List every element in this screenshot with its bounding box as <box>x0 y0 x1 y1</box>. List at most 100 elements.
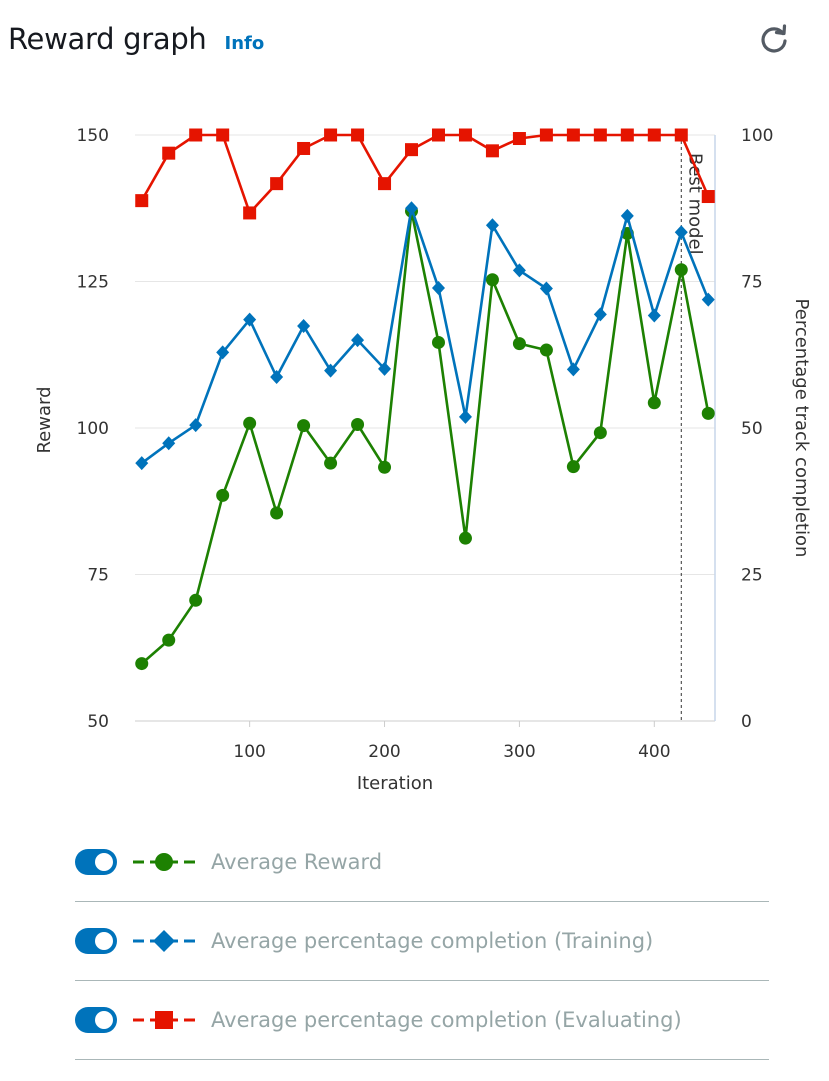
data-point <box>593 307 607 322</box>
toggle-knob <box>95 853 113 871</box>
data-point <box>512 263 526 278</box>
data-point <box>378 460 392 474</box>
y2-tick-label: 50 <box>741 419 763 439</box>
data-point <box>297 319 311 334</box>
y-tick-label: 50 <box>87 712 109 732</box>
data-point <box>431 280 445 295</box>
x-tick-label: 300 <box>503 742 535 762</box>
data-point <box>162 146 176 160</box>
data-point <box>324 456 338 470</box>
refresh-icon <box>761 24 787 53</box>
data-point <box>297 419 311 433</box>
data-point <box>135 456 149 471</box>
data-point <box>378 177 392 191</box>
data-point <box>485 218 499 233</box>
data-point <box>405 201 419 216</box>
series-line <box>140 209 710 665</box>
data-point <box>135 657 149 671</box>
data-point <box>539 343 553 357</box>
data-point <box>485 144 499 158</box>
y2-tick-label: 75 <box>741 273 763 293</box>
series-toggle[interactable] <box>75 928 117 954</box>
series-toggle[interactable] <box>75 1007 117 1033</box>
x-tick-label: 100 <box>233 742 265 762</box>
series-line <box>140 133 710 215</box>
legend-item: Average percentage completion (Training) <box>75 902 769 981</box>
legend-label: Average Reward <box>211 850 383 874</box>
data-point <box>162 633 176 647</box>
data-point <box>189 418 203 433</box>
data-point <box>458 409 472 424</box>
data-point <box>647 396 661 410</box>
legend-item: Average percentage completion (Evaluatin… <box>75 981 769 1060</box>
y-tick-label: 125 <box>77 273 109 293</box>
data-point <box>189 593 203 607</box>
data-point <box>270 370 284 385</box>
data-point <box>485 273 499 287</box>
data-point <box>539 128 553 142</box>
toggle-knob <box>95 932 113 950</box>
x-tick-label: 200 <box>368 742 400 762</box>
toggle-knob <box>95 1011 113 1029</box>
legend-label: Average percentage completion (Training) <box>211 929 654 953</box>
data-point <box>297 141 311 155</box>
data-point <box>243 206 257 220</box>
data-point <box>593 128 607 142</box>
data-point <box>512 337 526 351</box>
y2-tick-label: 25 <box>741 566 763 586</box>
panel-header: Reward graph Info <box>8 22 264 56</box>
series-line <box>140 207 710 465</box>
data-point <box>243 312 257 327</box>
x-tick-label: 400 <box>638 742 670 762</box>
square-marker-icon <box>133 1011 195 1029</box>
refresh-button[interactable] <box>756 22 792 58</box>
y2-tick-label: 0 <box>741 712 752 732</box>
data-point <box>405 143 419 157</box>
diamond-marker-icon <box>133 930 195 952</box>
data-point <box>351 417 365 431</box>
y2-tick-label: 100 <box>741 126 773 146</box>
data-point <box>216 345 230 360</box>
y2-axis-label: Percentage track completion <box>791 299 812 558</box>
y-tick-label: 150 <box>77 126 109 146</box>
data-point <box>189 128 203 142</box>
data-point <box>324 128 338 142</box>
data-point <box>135 194 149 208</box>
legend-label: Average percentage completion (Evaluatin… <box>211 1008 682 1032</box>
data-point <box>324 363 338 378</box>
data-point <box>351 333 365 348</box>
info-link[interactable]: Info <box>224 33 265 54</box>
data-point <box>458 128 472 142</box>
data-point <box>674 128 688 142</box>
data-point <box>620 208 634 223</box>
data-point <box>674 225 688 240</box>
data-point <box>162 436 176 451</box>
data-point <box>593 426 607 440</box>
data-point <box>458 531 472 545</box>
y-tick-label: 100 <box>77 419 109 439</box>
data-point <box>351 128 365 142</box>
data-point <box>243 416 257 430</box>
data-point <box>701 406 715 420</box>
series-toggle[interactable] <box>75 849 117 875</box>
data-point <box>647 308 661 323</box>
data-point <box>512 132 526 146</box>
data-point <box>620 128 634 142</box>
data-point <box>216 128 230 142</box>
data-point <box>566 362 580 377</box>
chart-legend: Average Reward Average percentage comple… <box>75 823 769 1060</box>
data-point <box>270 506 284 520</box>
data-point <box>539 281 553 296</box>
circle-marker-icon <box>133 853 195 871</box>
y-axis-label: Reward <box>34 386 55 453</box>
data-point <box>270 177 284 191</box>
page-title: Reward graph <box>8 22 207 56</box>
legend-item: Average Reward <box>75 823 769 902</box>
data-point <box>674 263 688 277</box>
data-point <box>216 488 230 502</box>
data-point <box>647 128 661 142</box>
data-point <box>701 292 715 307</box>
data-point <box>431 128 445 142</box>
data-point <box>566 460 580 474</box>
